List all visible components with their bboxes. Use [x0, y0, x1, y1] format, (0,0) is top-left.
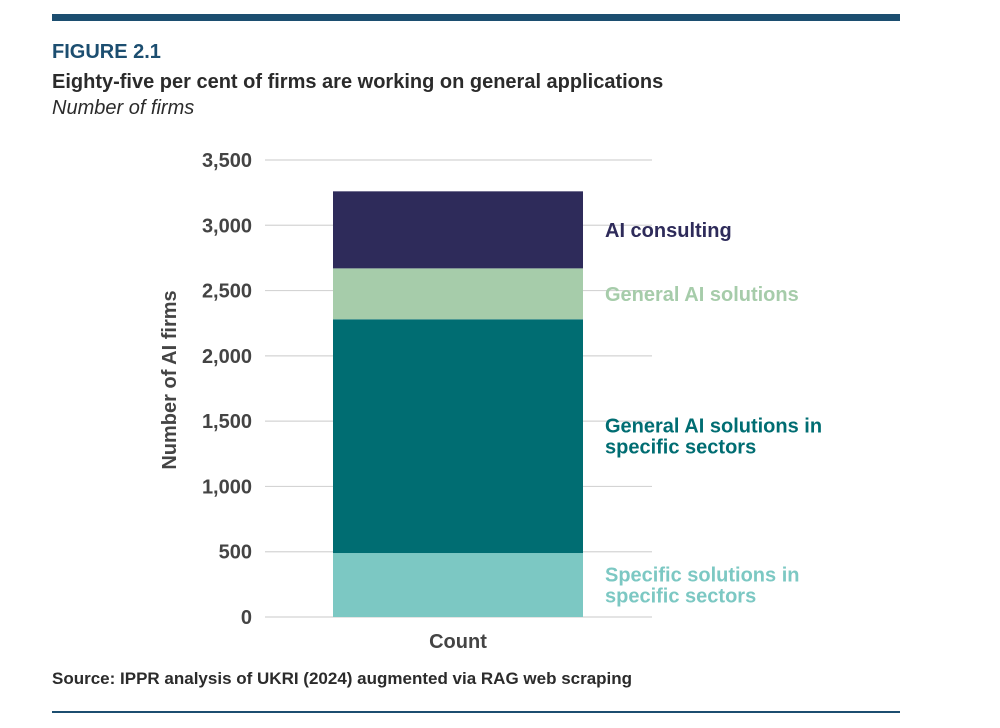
series-label: specific sectors	[605, 586, 756, 608]
bar-segments	[333, 191, 583, 617]
top-rule	[52, 14, 900, 21]
y-tick-label: 3,500	[202, 150, 252, 172]
y-tick-label: 0	[241, 607, 252, 629]
y-tick-label: 3,000	[202, 215, 252, 237]
bottom-rule	[52, 711, 900, 713]
y-tick-label: 500	[219, 542, 252, 564]
figure-title: Eighty-five per cent of firms are workin…	[52, 71, 664, 93]
series-label: General AI solutions	[605, 284, 799, 306]
x-axis-category-label: Count	[429, 631, 487, 653]
figure-subtitle: Number of firms	[52, 97, 195, 119]
y-axis-label: Number of AI firms	[159, 290, 181, 469]
y-axis-ticks: 0 500 1,000 1,500 2,000 2,500 3,000 3,500	[202, 150, 252, 629]
series-label: Specific solutions in	[605, 565, 799, 587]
figure-label: FIGURE 2.1	[52, 41, 161, 63]
bar-segment-general-ai-solutions-in-specific-sectors	[333, 319, 583, 554]
bar-segment-general-ai-solutions	[333, 268, 583, 320]
source-note: Source: IPPR analysis of UKRI (2024) aug…	[52, 669, 633, 688]
bar-segment-ai-consulting	[333, 191, 583, 269]
y-tick-label: 2,500	[202, 281, 252, 303]
series-label: AI consulting	[605, 220, 732, 242]
series-label: General AI solutions in	[605, 416, 822, 438]
y-tick-label: 1,500	[202, 411, 252, 433]
series-label: specific sectors	[605, 437, 756, 459]
y-tick-label: 2,000	[202, 346, 252, 368]
bar-segment-specific-solutions-in-specific-sectors	[333, 553, 583, 617]
y-tick-label: 1,000	[202, 476, 252, 498]
